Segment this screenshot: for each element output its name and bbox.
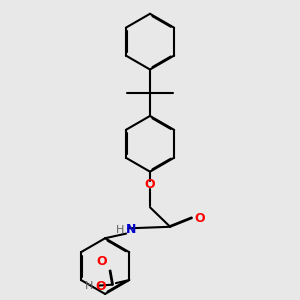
Text: H: H [85, 281, 94, 291]
Text: O: O [194, 212, 205, 225]
Text: H: H [116, 225, 124, 235]
Text: O: O [145, 178, 155, 191]
Text: N: N [126, 224, 136, 236]
Text: O: O [97, 255, 107, 268]
Text: O: O [95, 280, 106, 293]
